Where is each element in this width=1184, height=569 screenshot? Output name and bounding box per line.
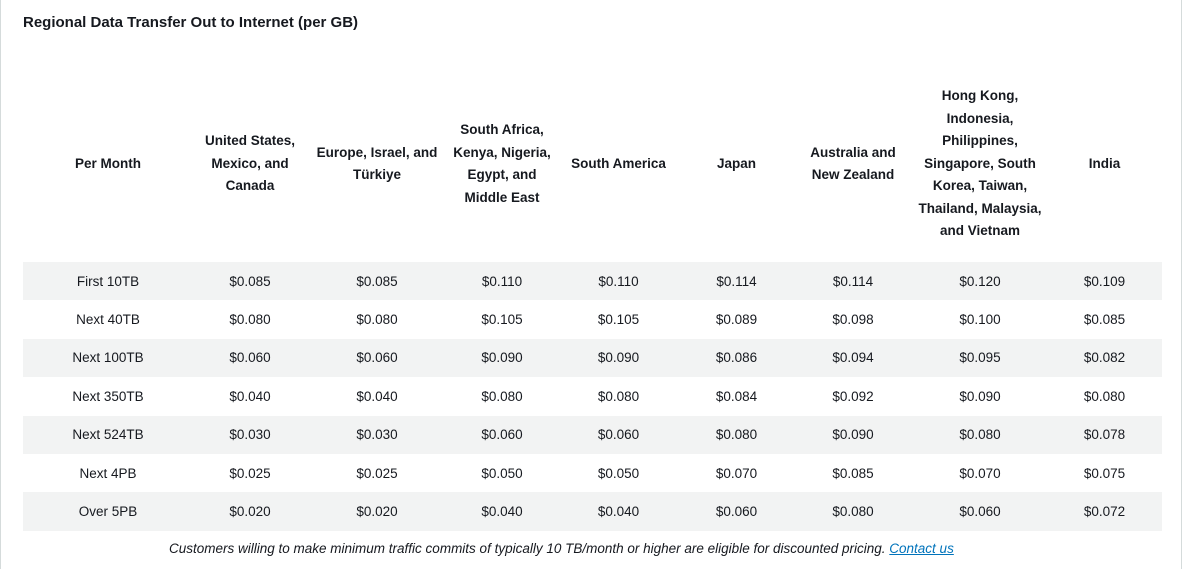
col-header-australia-nz: Australia and New Zealand — [810, 144, 896, 183]
tier-label-cell: Next 4PB — [79, 465, 137, 481]
price-cell: $0.060 — [307, 338, 447, 378]
table-row: Next 524TB $0.030 $0.030 $0.060 $0.060 $0.080… — [23, 415, 1162, 454]
table-row: Next 40TB $0.080 $0.080 $0.105 $0.105 $0.089 $… — [23, 300, 1162, 338]
price-cell: $0.085 — [832, 465, 874, 481]
tier-label-cell: Next 40TB — [76, 312, 140, 328]
price-cell: $0.030 — [307, 415, 447, 454]
price-cell: $0.070 — [715, 465, 758, 481]
price-cell: $0.072 — [1047, 492, 1162, 531]
price-cell: $0.080 — [793, 492, 913, 531]
section-title: Regional Data Transfer Out to Internet (… — [23, 14, 359, 31]
price-cell: $0.060 — [680, 492, 793, 531]
tier-label-cell: Over 5PB — [23, 492, 193, 531]
col-header-per-month: Per Month — [75, 155, 141, 171]
price-cell: $0.040 — [447, 492, 557, 531]
price-cell: $0.085 — [1083, 312, 1126, 328]
col-header-europe-israel-turkiye: Europe, Israel, and Türkiye — [316, 144, 438, 183]
table-header-row: Per Month United States, Mexico, and Can… — [23, 72, 1162, 262]
table-row: Next 350TB $0.040 $0.040 $0.080 $0.080 $0.084… — [23, 377, 1162, 415]
price-cell: $0.080 — [1083, 388, 1126, 404]
price-cell: $0.089 — [715, 312, 758, 328]
price-cell: $0.075 — [1083, 465, 1126, 481]
price-cell: $0.105 — [481, 312, 523, 328]
price-cell: $0.060 — [557, 415, 680, 454]
price-cell: $0.050 — [597, 465, 640, 481]
price-cell: $0.110 — [447, 262, 557, 301]
price-cell: $0.109 — [1047, 262, 1162, 301]
price-cell: $0.025 — [356, 465, 398, 481]
table-row: First 10TB $0.085 $0.085 $0.110 $0.110 $0.114… — [23, 262, 1162, 301]
price-cell: $0.025 — [229, 465, 271, 481]
pricing-table: Per Month United States, Mexico, and Can… — [23, 72, 1162, 531]
price-cell: $0.078 — [1047, 415, 1162, 454]
price-cell: $0.120 — [913, 262, 1047, 301]
price-cell: $0.040 — [557, 492, 680, 531]
tier-label-cell: Next 350TB — [72, 388, 144, 404]
price-cell: $0.080 — [481, 388, 523, 404]
price-cell: $0.040 — [229, 388, 271, 404]
price-cell: $0.105 — [597, 312, 640, 328]
footnote-text: Customers willing to make minimum traffi… — [169, 541, 890, 556]
price-cell: $0.090 — [959, 388, 1001, 404]
table-row: Next 4PB $0.025 $0.025 $0.050 $0.050 $0.070 $0… — [23, 454, 1162, 492]
price-cell: $0.020 — [307, 492, 447, 531]
price-cell: $0.090 — [557, 338, 680, 378]
table-row: Next 100TB $0.060 $0.060 $0.090 $0.090 $0.086… — [23, 338, 1162, 378]
price-cell: $0.030 — [193, 415, 307, 454]
price-cell: $0.060 — [193, 338, 307, 378]
tier-label-cell: Next 524TB — [23, 415, 193, 454]
col-header-africa-middle-east: South Africa, Kenya, Nigeria, Egypt, and… — [453, 122, 551, 205]
price-cell: $0.080 — [913, 415, 1047, 454]
price-cell: $0.114 — [680, 262, 793, 301]
price-cell: $0.080 — [597, 388, 640, 404]
col-header-south-america: South America — [571, 155, 666, 171]
price-cell: $0.092 — [832, 388, 874, 404]
price-cell: $0.094 — [793, 338, 913, 378]
price-cell: $0.085 — [193, 262, 307, 301]
price-cell: $0.050 — [481, 465, 523, 481]
col-header-asia-pacific: Hong Kong, Indonesia, Philippines, Singa… — [918, 88, 1042, 239]
price-cell: $0.084 — [715, 388, 758, 404]
price-cell: $0.100 — [959, 312, 1001, 328]
price-cell: $0.080 — [680, 415, 793, 454]
price-cell: $0.086 — [680, 338, 793, 378]
price-cell: $0.080 — [356, 312, 398, 328]
price-cell: $0.098 — [832, 312, 874, 328]
price-cell: $0.110 — [557, 262, 680, 301]
price-cell: $0.080 — [229, 312, 271, 328]
price-cell: $0.090 — [793, 415, 913, 454]
price-cell: $0.095 — [913, 338, 1047, 378]
price-cell: $0.090 — [447, 338, 557, 378]
price-cell: $0.020 — [193, 492, 307, 531]
price-cell: $0.040 — [356, 388, 398, 404]
price-cell: $0.060 — [447, 415, 557, 454]
price-cell: $0.070 — [959, 465, 1001, 481]
col-header-india: India — [1088, 155, 1121, 171]
contact-us-link[interactable]: Contact us — [889, 541, 954, 556]
price-cell: $0.085 — [307, 262, 447, 301]
price-cell: $0.114 — [793, 262, 913, 301]
table-row: Over 5PB $0.020 $0.020 $0.040 $0.040 $0.060 $0… — [23, 492, 1162, 531]
tier-label-cell: First 10TB — [23, 262, 193, 301]
price-cell: $0.060 — [913, 492, 1047, 531]
table-body: First 10TB $0.085 $0.085 $0.110 $0.110 $0.114… — [23, 262, 1162, 531]
footnote: Customers willing to make minimum traffi… — [169, 541, 954, 556]
col-header-us-mexico-canada: United States, Mexico, and Canada — [204, 133, 296, 194]
tier-label-cell: Next 100TB — [23, 338, 193, 378]
price-cell: $0.082 — [1047, 338, 1162, 378]
col-header-japan: Japan — [716, 155, 757, 171]
